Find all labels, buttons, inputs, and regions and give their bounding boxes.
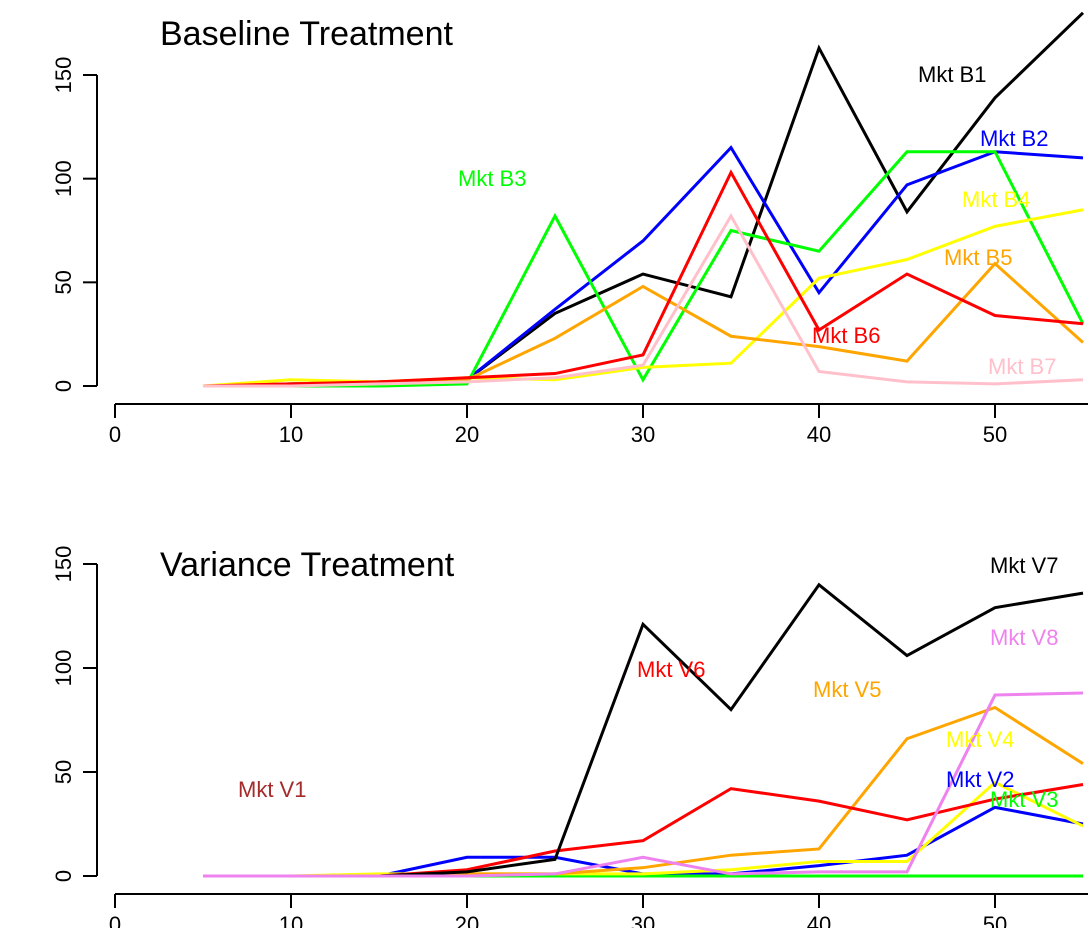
y-tick-label: 50 <box>51 270 76 294</box>
x-tick-label: 50 <box>983 422 1007 447</box>
series-line-mkt-v8 <box>203 691 1084 878</box>
variance-panel: Variance Treatment 0 50 100 150 0 10 20 30 40 50 Mk… <box>51 546 1088 928</box>
chart-title: Variance Treatment <box>160 546 455 584</box>
series-label-mkt-b6: Mkt B6 <box>812 323 880 348</box>
series-label-mkt-v3: Mkt V3 <box>990 787 1058 812</box>
x-tick-label: 20 <box>455 422 479 447</box>
series-label-mkt-b7: Mkt B7 <box>988 354 1056 379</box>
y-tick-label: 0 <box>51 870 76 882</box>
series-label-mkt-v1: Mkt V1 <box>238 777 306 802</box>
series-line-mkt-v4 <box>203 780 1084 878</box>
series-line-mkt-b6 <box>202 169 1084 388</box>
y-tick-label: 0 <box>51 380 76 392</box>
y-tick-label: 50 <box>51 760 76 784</box>
y-tick-label: 100 <box>51 650 76 687</box>
series-label-mkt-b5: Mkt B5 <box>944 245 1012 270</box>
series-label-mkt-b3: Mkt B3 <box>458 166 526 191</box>
series-label-mkt-v4: Mkt V4 <box>946 727 1014 752</box>
x-tick-label: 30 <box>631 912 655 928</box>
y-tick-label: 150 <box>51 57 76 94</box>
baseline-panel: Baseline Treatment 0 50 100 150 0 10 20 30 40 50 Mk… <box>51 11 1088 447</box>
series-label-mkt-v6: Mkt V6 <box>637 657 705 682</box>
series-label-mkt-b4: Mkt B4 <box>962 187 1030 212</box>
x-tick-label: 0 <box>109 912 121 928</box>
y-tick-label: 150 <box>51 546 76 583</box>
x-tick-label: 10 <box>279 912 303 928</box>
x-tick-label: 30 <box>631 422 655 447</box>
series-line-mkt-b4 <box>202 208 1084 388</box>
x-tick-label: 40 <box>807 912 831 928</box>
chart-title: Baseline Treatment <box>160 15 453 53</box>
x-tick-label: 0 <box>109 422 121 447</box>
x-tick-label: 10 <box>279 422 303 447</box>
series-label-mkt-v5: Mkt V5 <box>813 677 881 702</box>
x-tick-label: 20 <box>455 912 479 928</box>
series-label-mkt-b2: Mkt B2 <box>980 126 1048 151</box>
series-label-mkt-v8: Mkt V8 <box>990 625 1058 650</box>
series-label-mkt-v7: Mkt V7 <box>990 553 1058 578</box>
series-label-mkt-v2: Mkt V2 <box>946 767 1014 792</box>
x-tick-label: 50 <box>983 912 1007 928</box>
series-line-mkt-b7 <box>203 212 1084 388</box>
x-tick-label: 40 <box>807 422 831 447</box>
y-tick-label: 100 <box>51 160 76 197</box>
series-label-mkt-b1: Mkt B1 <box>918 62 986 87</box>
